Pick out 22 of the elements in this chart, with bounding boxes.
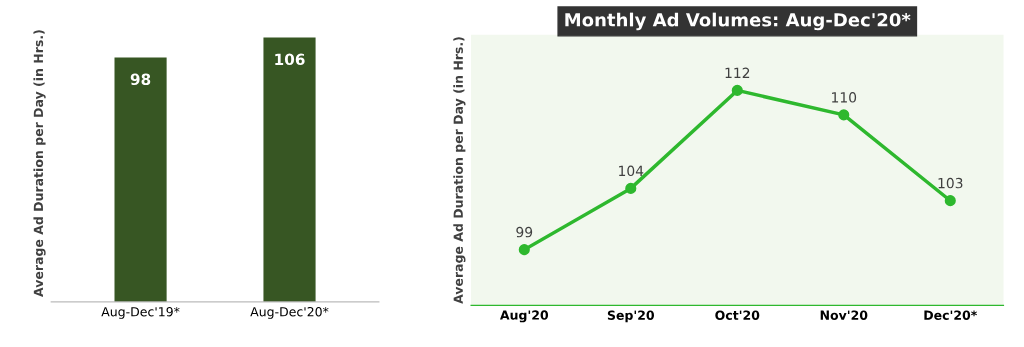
x-tick-label: Nov'20: [820, 310, 868, 320]
data-label: 112: [725, 67, 750, 78]
data-label: 104: [619, 165, 644, 177]
point: [838, 109, 850, 121]
x-tick-label: Sep'20: [607, 310, 655, 323]
x-tick-label: Aug'20: [499, 310, 549, 323]
x-tick-label: Aug-Dec'20*: [250, 306, 329, 319]
x-tick-label: Dec'20*: [924, 310, 978, 320]
point: [518, 244, 530, 256]
x-tick-label: Aug-Dec'19*: [101, 306, 180, 319]
chart-title: Monthly Ad Volumes: Aug-Dec'20*: [565, 12, 911, 31]
data-label: 98: [130, 73, 151, 86]
data-label: 110: [832, 92, 857, 103]
data-label: 99: [516, 226, 533, 238]
y-axis-title: Average Ad Duration per Day (in Hrs.): [453, 37, 466, 304]
data-label: 106: [275, 53, 305, 66]
data-label: 103: [938, 177, 963, 189]
point: [731, 84, 743, 96]
point: [625, 182, 637, 194]
y-axis-title: Average Ad Duration per Day (in Hrs.): [33, 30, 46, 297]
x-tick-label: Oct'20: [715, 310, 760, 320]
point: [944, 195, 956, 207]
